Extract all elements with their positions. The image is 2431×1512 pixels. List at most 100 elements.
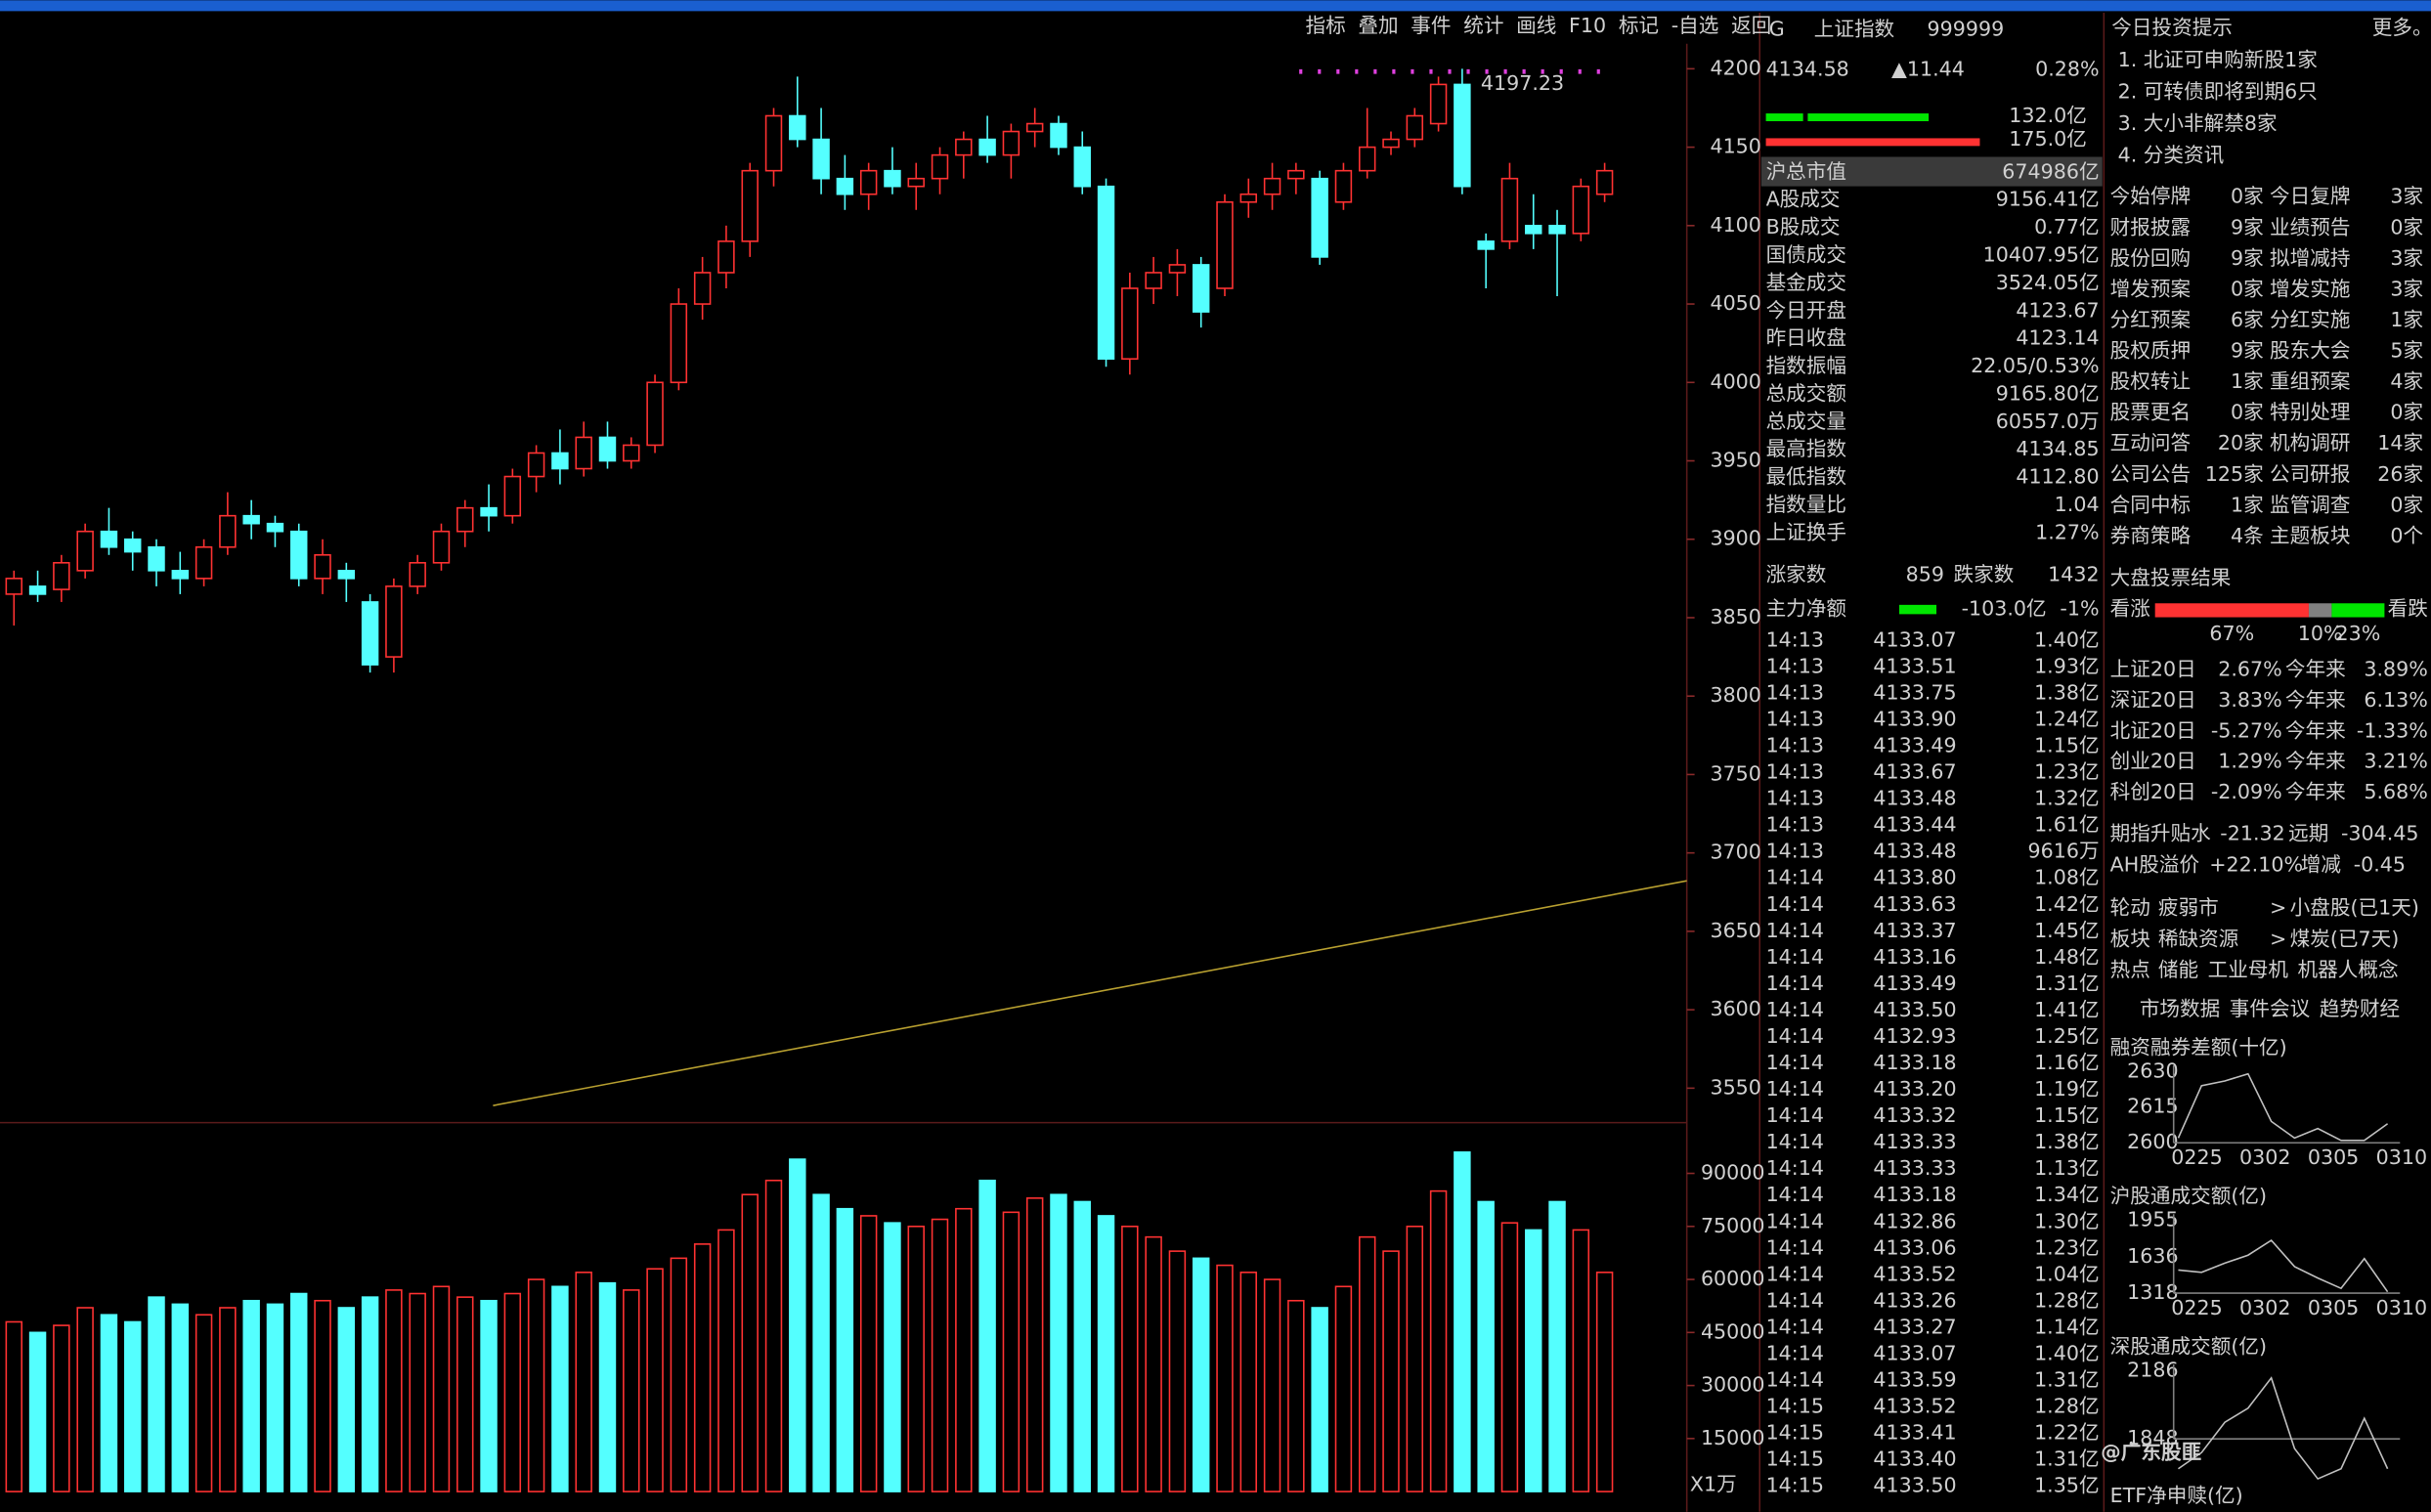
tab[interactable]: 趋势财经 [2320,997,2400,1020]
toolbar-button[interactable]: 指标 [1305,14,1345,37]
stat-label: 最低指数 [1766,465,1847,489]
event-count: 0 [2390,215,2403,238]
hot-label: 热点 [2110,958,2150,981]
index-ytd: 6.13% [2364,688,2427,712]
event-count: 3 [2390,185,2403,208]
toolbar-button[interactable]: F10 [1569,14,1606,37]
toolbar-button[interactable]: 返回 [1731,14,1771,37]
tick-time: 14:13 [1766,654,1824,677]
candle-body [955,138,973,156]
event-count: 5 [2390,339,2403,363]
volume-bar [741,1193,759,1492]
volume-bar [1311,1307,1328,1492]
stat-value: 674986亿 [2002,159,2099,183]
toolbar-button[interactable]: -自选 [1671,14,1719,37]
tab[interactable]: 市场数据 [2140,997,2220,1020]
index-ytd: -1.33% [2357,718,2428,742]
event-unit: 家 [2243,308,2264,331]
tick-amount: 1.30亿 [2034,1209,2100,1232]
tick-time: 14:14 [1766,1315,1824,1338]
candle-body [812,138,830,180]
toolbar-button[interactable]: 画线 [1516,14,1556,37]
volume-bar [123,1320,142,1492]
event-unit: 家 [2243,339,2264,363]
futures-value: -304.45 [2341,822,2419,845]
index-20d: 2.67% [2218,657,2281,680]
volume-bar [148,1296,165,1492]
tick-amount: 1.93亿 [2034,654,2100,677]
hot-item[interactable]: 储能 [2158,958,2198,981]
tab[interactable]: 事件会议 [2230,997,2311,1020]
candle-body [123,538,142,553]
candle-body [266,522,284,533]
event-count: 9 [2231,339,2243,363]
tick-amount: 1.31亿 [2034,1368,2100,1392]
mainforce-bar [1898,604,1937,615]
candle-body [337,570,356,580]
tick-time: 14:14 [1766,1156,1824,1180]
volume-bar [28,1331,47,1492]
event-label: 分红预案 [2110,308,2192,331]
volume-bar [764,1179,783,1492]
toolbar-button[interactable]: 事件 [1411,14,1451,37]
tick-amount: 1.38亿 [2034,680,2100,704]
tick-price: 4133.75 [1873,680,1956,704]
tip-count: 6 [2284,80,2297,104]
toolbar-button[interactable]: 标记 [1619,14,1659,37]
index-row-label: 创业20日 [2110,750,2196,773]
volume-bar [432,1285,451,1492]
volume-bar [171,1303,190,1492]
tick-time: 14:13 [1766,707,1824,730]
tick-time: 14:14 [1766,1288,1824,1312]
event-label: 增发预案 [2110,277,2192,300]
volume-bar [1192,1257,1210,1492]
tip-text[interactable]: 4. 分类资讯 [2118,144,2225,167]
volume-bar [1359,1235,1376,1492]
candle-body [884,169,901,188]
tip-text[interactable]: 2. 可转债即将到期 [2118,80,2284,104]
event-label: 业绩预告 [2270,215,2350,238]
stat-label: 指数振幅 [1766,354,1846,377]
event-unit: 家 [2243,215,2264,238]
mainforce-label: 主力净额 [1766,597,1847,621]
hot-item[interactable]: 工业母机 [2208,958,2289,981]
volume-bar [670,1257,688,1492]
tip-text[interactable]: 3. 大小非解禁 [2118,111,2244,135]
candle-body [670,303,688,384]
tick-price: 4132.86 [1873,1209,1956,1232]
candle-body [978,138,996,156]
event-count: 1 [2231,493,2243,516]
candle-body [575,436,592,470]
stat-value: 1.27% [2035,520,2099,543]
breadth-up: 859 [1906,563,1944,586]
tick-price: 4133.51 [1873,654,1956,677]
tip-text[interactable]: 1. 北证可申购新股 [2118,48,2284,71]
index-name: 上证指数 [1814,17,1895,40]
volume-bar [290,1292,308,1492]
tick-price: 4133.67 [1873,760,1956,784]
candle-body [1477,240,1495,250]
volume-unit: X1万 [1690,1473,1737,1496]
candle-body [503,475,522,517]
candle-body [764,114,783,172]
tick-time: 14:15 [1766,1474,1824,1497]
volume-bar [1525,1229,1542,1492]
volume-bar [76,1307,94,1492]
toolbar-button[interactable]: 叠加 [1358,14,1398,37]
candle-body [717,240,735,274]
more-link[interactable]: 更多。 [2372,16,2431,39]
volume-bar [1168,1250,1187,1492]
tick-price: 4133.52 [1873,1395,1956,1418]
hot-item[interactable]: 机器人概念 [2298,958,2399,981]
rotation-from: 疲弱市 [2158,896,2219,920]
stat-value: 4112.80 [2016,465,2099,489]
volume-bar [1050,1193,1067,1492]
volume-bar [100,1314,118,1492]
tick-price: 4133.06 [1873,1235,1956,1259]
event-unit: 家 [2403,339,2423,363]
toolbar-button[interactable]: 统计 [1463,14,1503,37]
candle-body [1572,185,1590,235]
tick-price: 4133.63 [1873,892,1956,916]
ah-label: 增减 [2301,852,2342,876]
mini-title: 沪股通成交额(亿) [2110,1185,2267,1208]
